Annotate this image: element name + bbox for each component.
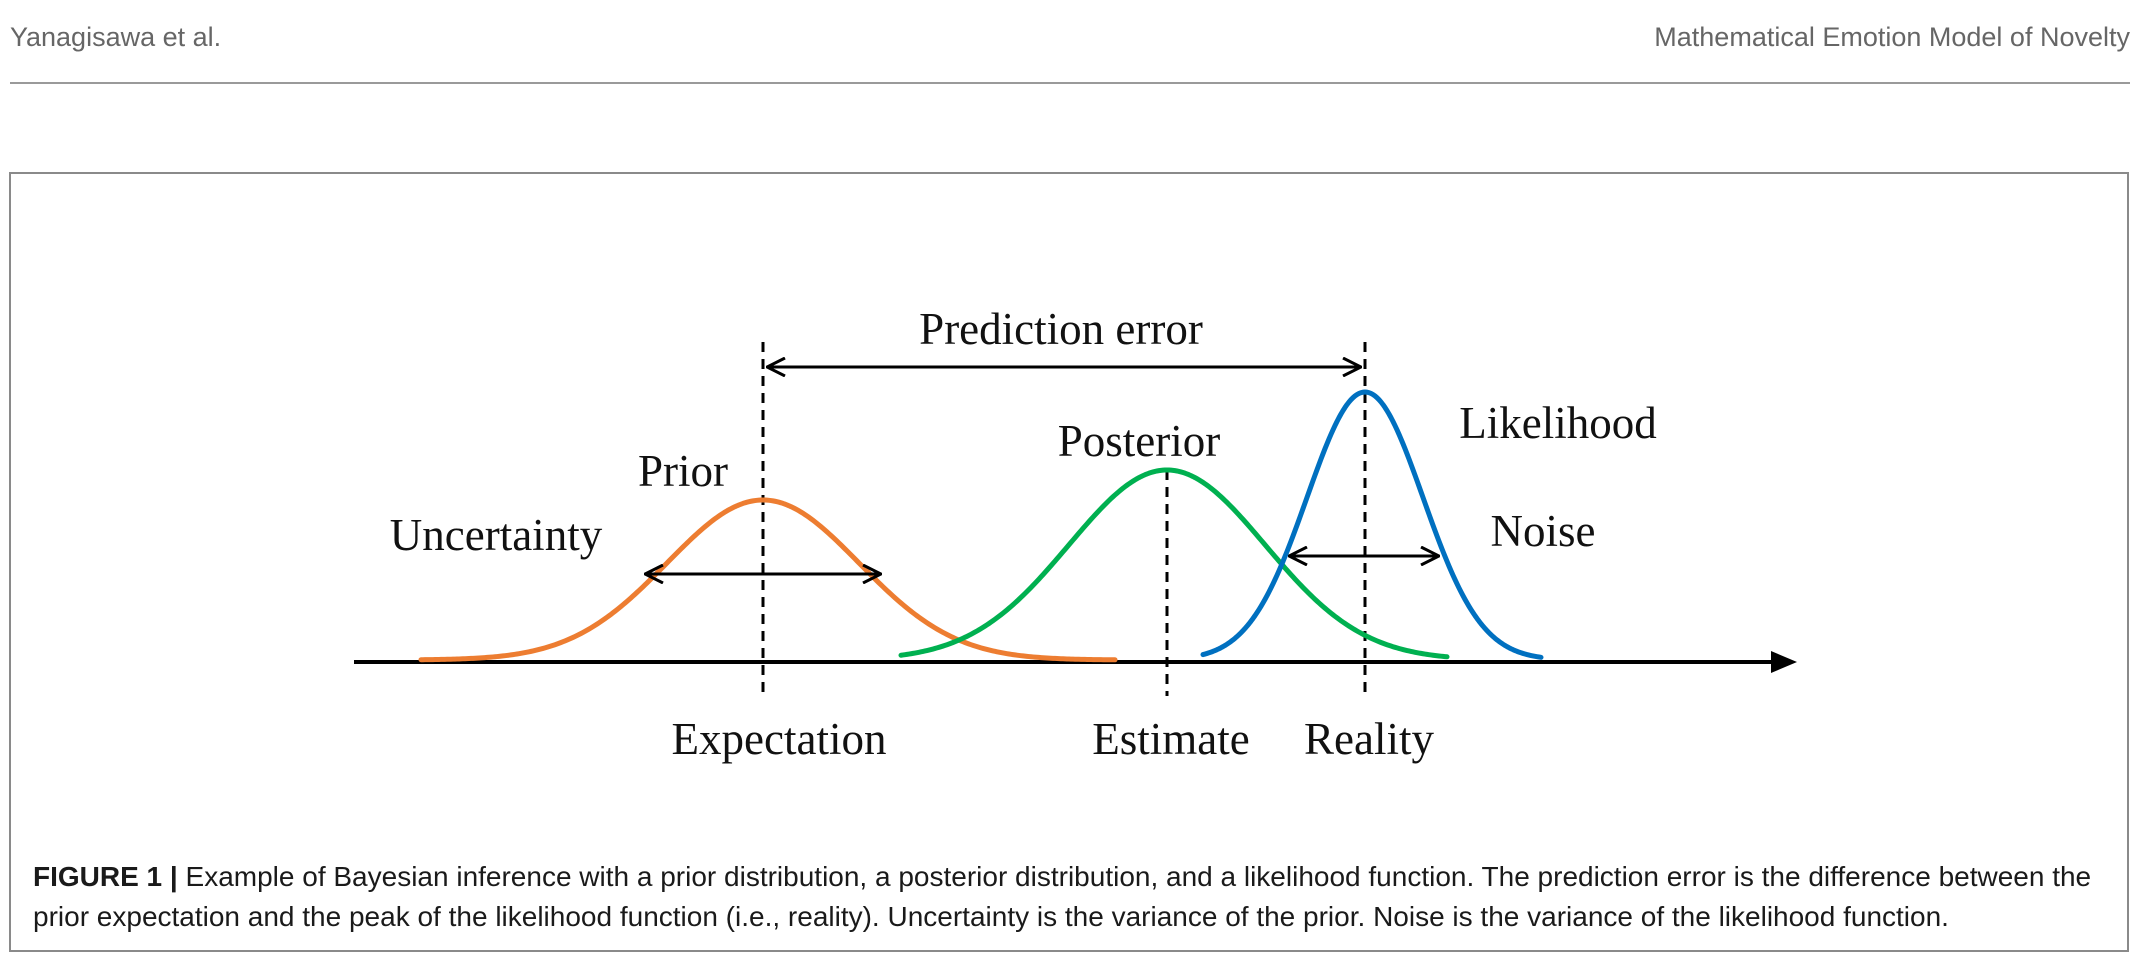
reality-label: Reality bbox=[1304, 714, 1434, 764]
likelihood-label: Likelihood bbox=[1459, 398, 1656, 448]
caption-text: Example of Bayesian inference with a pri… bbox=[33, 861, 2092, 932]
caption-label: FIGURE 1 | bbox=[33, 861, 178, 892]
uncertainty-label: Uncertainty bbox=[390, 510, 603, 560]
bayesian-inference-diagram: Prediction error Prior Posterior Likelih… bbox=[354, 304, 1797, 764]
header-rule bbox=[10, 82, 2130, 84]
posterior-label: Posterior bbox=[1058, 416, 1221, 466]
noise-label: Noise bbox=[1491, 506, 1596, 556]
x-axis-arrowhead bbox=[1771, 651, 1797, 673]
running-header-authors: Yanagisawa et al. bbox=[10, 22, 222, 52]
figure-1: Prediction error Prior Posterior Likelih… bbox=[9, 172, 2129, 952]
prior-curve bbox=[418, 497, 1118, 663]
expectation-label: Expectation bbox=[672, 714, 887, 764]
figure-caption: FIGURE 1 | Example of Bayesian inference… bbox=[33, 857, 2108, 937]
prior-label: Prior bbox=[638, 446, 728, 496]
posterior-curve bbox=[898, 467, 1450, 660]
running-header-title: Mathematical Emotion Model of Novelty bbox=[1654, 22, 2130, 52]
likelihood-curve bbox=[1200, 389, 1544, 660]
estimate-label: Estimate bbox=[1092, 714, 1249, 764]
prediction-error-label: Prediction error bbox=[919, 304, 1203, 354]
